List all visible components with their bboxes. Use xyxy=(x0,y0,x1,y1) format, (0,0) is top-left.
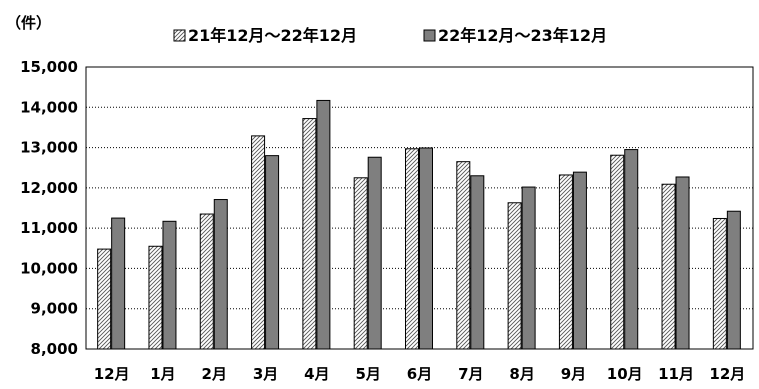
bar-series-1 xyxy=(558,174,573,350)
plot-area-frame xyxy=(85,66,754,350)
x-tick-label: 7月 xyxy=(458,365,483,383)
bar-series-1 xyxy=(199,213,214,350)
y-tick-label: 11,000 xyxy=(20,219,78,237)
x-tick-label: 5月 xyxy=(355,365,380,383)
legend-swatch-series-1 xyxy=(173,29,186,42)
bar-series-1 xyxy=(148,245,163,350)
y-axis-ticks: 8,000 9,000 10,000 11,000 12,000 13,000 14,000… xyxy=(20,58,78,358)
bar-series-2 xyxy=(675,176,690,350)
x-tick-label: 6月 xyxy=(407,365,432,383)
bar-series-1 xyxy=(610,154,625,350)
bar-series-1 xyxy=(507,202,522,350)
x-tick-label: 3月 xyxy=(253,365,278,383)
x-tick-label: 2月 xyxy=(202,365,227,383)
bar-series-1 xyxy=(712,217,727,350)
y-axis-unit-label: （件） xyxy=(6,14,51,32)
x-axis-ticks: 12月 1月 2月 3月 4月 5月 6月 7月 8月 9月 10月 11月 12月 xyxy=(94,365,746,383)
y-tick-label: 12,000 xyxy=(20,179,78,197)
x-tick-label: 1月 xyxy=(150,365,175,383)
x-tick-label: 4月 xyxy=(304,365,329,383)
x-tick-label: 12月 xyxy=(94,365,130,383)
y-tick-label: 8,000 xyxy=(31,340,78,358)
legend-label-series-1: 21年12月～22年12月 xyxy=(188,26,357,45)
bar-series-2 xyxy=(213,199,228,350)
bar-series-1 xyxy=(353,177,368,350)
bars xyxy=(97,99,741,350)
y-tick-label: 14,000 xyxy=(20,98,78,116)
bar-series-2 xyxy=(624,149,639,350)
y-tick-label: 10,000 xyxy=(20,259,78,277)
bar-series-2 xyxy=(367,156,382,350)
y-tick-label: 9,000 xyxy=(31,300,78,318)
bar-series-2 xyxy=(572,171,587,350)
x-tick-label: 12月 xyxy=(709,365,745,383)
x-tick-label: 10月 xyxy=(607,365,643,383)
bar-series-2 xyxy=(265,155,280,350)
legend-swatch-series-2 xyxy=(423,29,436,42)
legend-label-series-2: 22年12月～23年12月 xyxy=(438,26,607,45)
bar-series-1 xyxy=(456,161,471,350)
bar-series-2 xyxy=(162,220,177,350)
x-tick-label: 11月 xyxy=(658,365,694,383)
bar-series-2 xyxy=(470,175,485,350)
legend: 21年12月～22年12月 22年12月～23年12月 xyxy=(173,26,607,45)
x-tick-label: 8月 xyxy=(509,365,534,383)
bar-series-1 xyxy=(251,135,266,350)
bar-series-2 xyxy=(521,186,536,350)
bar-series-1 xyxy=(97,248,112,350)
bar-series-2 xyxy=(111,217,126,350)
x-tick-label: 9月 xyxy=(561,365,586,383)
bar-series-1 xyxy=(405,148,419,350)
bar-series-2 xyxy=(726,210,741,350)
bar-series-1 xyxy=(661,183,676,350)
bar-series-2 xyxy=(316,99,331,350)
bar-series-1 xyxy=(302,118,317,350)
bar-series-2 xyxy=(419,147,433,350)
y-tick-label: 15,000 xyxy=(20,58,78,76)
y-tick-label: 13,000 xyxy=(20,139,78,157)
